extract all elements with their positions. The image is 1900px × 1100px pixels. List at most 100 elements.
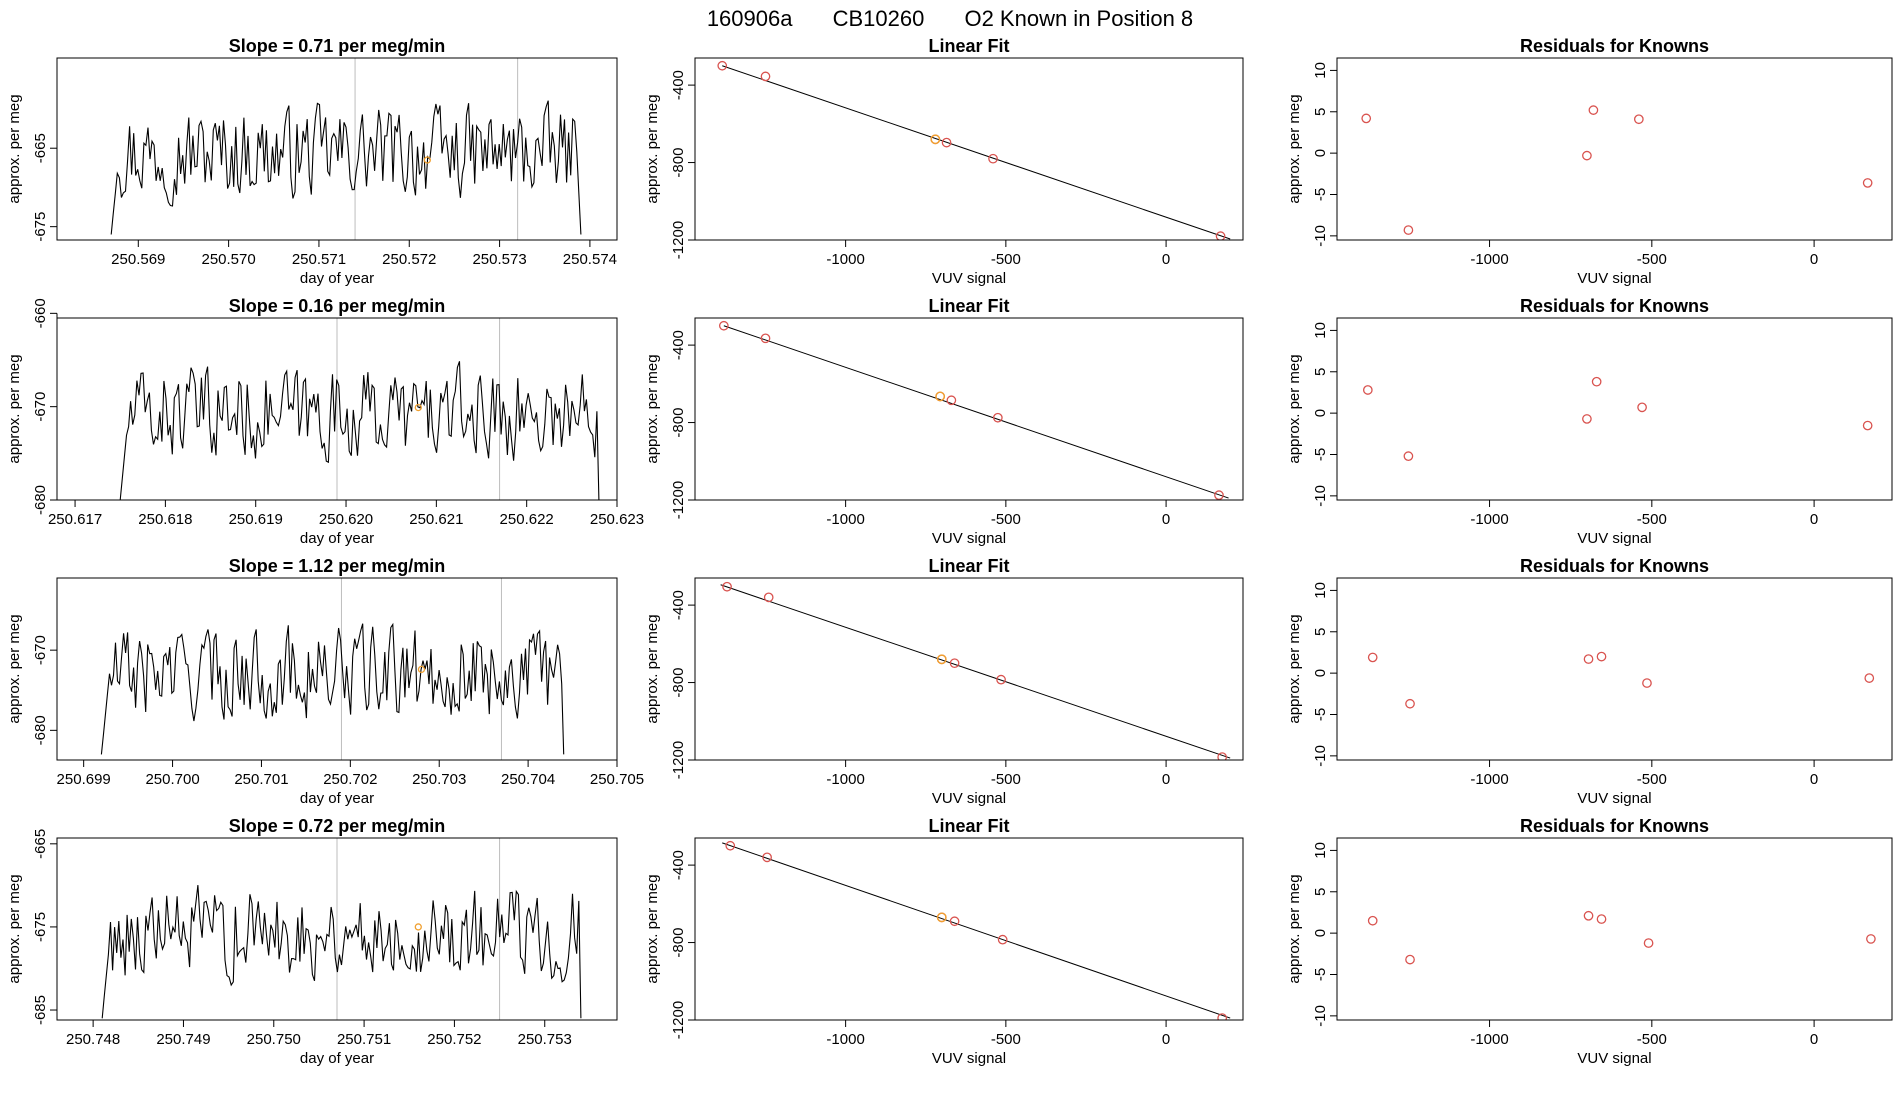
y-tick-label: 5	[1312, 108, 1329, 116]
chart-title: Residuals for Knowns	[1520, 36, 1709, 56]
y-tick-label: -10	[1312, 225, 1329, 247]
x-tick-label: 0	[1162, 1031, 1170, 1048]
plot-area	[1367, 910, 1876, 965]
data-point	[718, 320, 729, 331]
plot-box	[694, 577, 1244, 761]
x-tick-label: 250.620	[319, 511, 373, 528]
data-point	[717, 60, 728, 71]
chart-title: Slope = 0.72 per meg/min	[229, 816, 446, 836]
chart-title: Residuals for Knowns	[1520, 556, 1709, 576]
data-point	[1367, 915, 1378, 926]
y-tick-label: -10	[1312, 1005, 1329, 1027]
y-axis-label: approx. per meg	[1286, 94, 1303, 203]
x-tick-label: -1000	[826, 1031, 864, 1048]
data-point	[1403, 225, 1414, 235]
y-tick-label: -800	[670, 668, 687, 698]
data-point	[1596, 914, 1607, 924]
plot-area	[101, 838, 582, 1020]
x-tick-label: 250.572	[382, 251, 436, 268]
y-axis-label: approx. per meg	[1286, 354, 1303, 463]
data-point	[1405, 954, 1415, 965]
y-tick-label: -800	[670, 928, 687, 958]
plot-area	[720, 581, 1231, 760]
x-axis-label: VUV signal	[1577, 1050, 1651, 1067]
data-point	[1862, 178, 1873, 188]
data-point	[949, 916, 960, 927]
x-tick-label: 250.701	[234, 771, 288, 788]
data-point	[949, 658, 960, 669]
plot-area	[1361, 105, 1873, 235]
chart-title: Residuals for Knowns	[1520, 296, 1709, 316]
y-tick-label: -5	[1312, 708, 1329, 721]
x-tick-label: 250.749	[156, 1031, 210, 1048]
data-point	[1582, 150, 1592, 161]
y-tick-label: 5	[1312, 368, 1329, 376]
x-tick-label: -500	[1637, 1031, 1667, 1048]
y-tick-label: 0	[1312, 669, 1329, 677]
x-axis-label: VUV signal	[932, 530, 1006, 547]
linear-fit-panel-row-2: Linear Fit -1000 -500 0 -400 -800 -1200 VUV sig…	[644, 296, 1244, 547]
chart-title: Slope = 0.71 per meg/min	[229, 36, 446, 56]
y-axis-label: approx. per meg	[6, 614, 23, 723]
chart-title: Linear Fit	[928, 296, 1009, 316]
y-tick-label: -400	[670, 850, 687, 880]
x-tick-label: -1000	[826, 771, 864, 788]
y-tick-label: -675	[32, 212, 49, 242]
y-tick-label: -800	[670, 148, 687, 178]
mean-point	[417, 665, 426, 674]
series-line	[119, 361, 600, 500]
plot-area	[100, 578, 565, 760]
series-line	[110, 100, 582, 235]
x-tick-label: 250.699	[57, 771, 111, 788]
mean-point	[414, 403, 422, 412]
x-tick-label: 250.751	[337, 1031, 391, 1048]
x-tick-label: 250.622	[500, 511, 554, 528]
y-tick-label: -670	[32, 392, 49, 422]
x-tick-label: 250.752	[427, 1031, 481, 1048]
data-point	[1403, 451, 1414, 462]
chart-title: Slope = 0.16 per meg/min	[229, 296, 446, 316]
y-tick-label: -1200	[670, 741, 687, 779]
data-point	[988, 153, 998, 164]
x-tick-label: -1000	[826, 511, 864, 528]
data-point	[760, 71, 771, 82]
linear-fit-panel-row-1: Linear Fit -1000 -500 0 -400 -800 -1200 VUV sig…	[644, 36, 1244, 287]
y-axis-label: approx. per meg	[1286, 614, 1303, 723]
x-axis-label: VUV signal	[1577, 270, 1651, 287]
data-point	[725, 840, 736, 851]
y-axis-label: approx. per meg	[644, 614, 661, 723]
y-tick-label: -10	[1312, 485, 1329, 507]
data-point	[1591, 376, 1602, 387]
series-line	[101, 885, 582, 1019]
x-tick-label: 0	[1810, 771, 1818, 788]
plot-box	[694, 317, 1244, 501]
y-tick-label: 10	[1312, 842, 1329, 859]
y-tick-label: -400	[670, 590, 687, 620]
y-tick-label: -5	[1312, 968, 1329, 981]
data-point	[941, 137, 952, 148]
x-tick-label: 0	[1162, 511, 1170, 528]
x-axis-label: day of year	[300, 270, 374, 287]
plot-area	[717, 60, 1231, 240]
data-point	[1866, 934, 1876, 944]
y-tick-label: -400	[670, 70, 687, 100]
data-point	[1643, 938, 1654, 948]
data-point	[1361, 113, 1372, 124]
y-tick-label: 10	[1312, 582, 1329, 599]
y-axis-label: approx. per meg	[644, 94, 661, 203]
unknown-point	[935, 391, 946, 402]
data-point	[1642, 678, 1652, 688]
plot-area	[110, 58, 582, 240]
x-axis-label: VUV signal	[932, 1050, 1006, 1067]
x-tick-label: -1000	[826, 251, 864, 268]
y-tick-label: -1200	[670, 221, 687, 259]
data-point	[1214, 490, 1224, 500]
plot-area	[718, 320, 1229, 500]
data-point	[762, 852, 772, 863]
residuals-panel-row-1: Residuals for Knowns -1000 -500 0 10 5 0 -5 -10 V…	[1286, 36, 1893, 287]
x-tick-label: 250.570	[201, 251, 255, 268]
x-tick-label: 250.700	[145, 771, 199, 788]
y-tick-label: -680	[32, 485, 49, 515]
y-tick-label: -1200	[670, 481, 687, 519]
y-tick-label: -675	[32, 912, 49, 942]
